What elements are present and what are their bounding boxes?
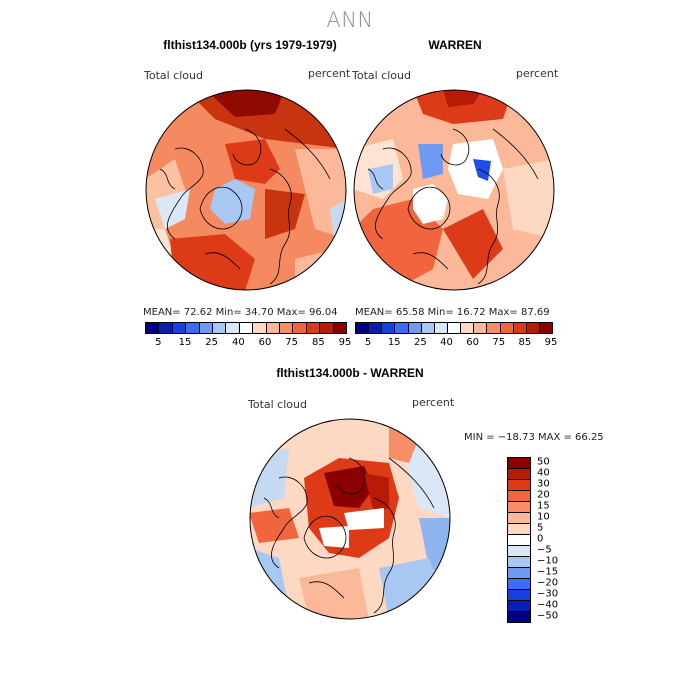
colorbar-swatch [395,323,409,333]
colorbar-swatch [306,323,321,333]
colorbar-swatch [508,546,530,557]
panel1-stats: MEAN= 72.62 Min= 34.70 Max= 96.04 [143,307,338,318]
panel3-minmax: MIN = −18.73 MAX = 66.25 [464,432,604,443]
colorbar-tick-label: 15 [178,337,192,348]
colorbar-swatch [487,323,501,333]
colorbar-swatch [266,323,281,333]
colorbar-tick-label: 5 [364,337,372,348]
colorbar-tick-label: 40 [537,467,550,479]
colorbar-swatch [293,323,307,333]
colorbar-swatch [526,323,540,333]
colorbar-swatch [474,323,488,333]
colorbar-swatch [508,513,530,524]
colorbar-swatch [253,323,267,333]
colorbar-swatch [369,323,383,333]
colorbar-swatch [226,323,240,333]
colorbar-tick-label: −20 [537,577,559,589]
panel3-title: flthist134.000b - WARREN [276,366,424,380]
colorbar-tick-label: 15 [537,500,550,512]
panel3-polar-map [249,418,451,620]
panel1-title: flthist134.000b (yrs 1979-1979) [163,38,337,52]
colorbar-tick-label: −40 [537,599,559,611]
colorbar-swatch [508,458,530,469]
colorbar-tick-label: 75 [492,337,506,348]
colorbar-swatch [333,323,347,333]
colorbar-swatch [508,568,530,579]
colorbar-tick-label: −10 [537,555,559,567]
panel2-polar-map [353,89,555,291]
colorbar-tick-label: 85 [518,337,532,348]
colorbar-tick-label: −15 [537,566,559,578]
colorbar-swatch [500,323,514,333]
colorbar-swatch [421,323,435,333]
colorbar-tick-label: −5 [537,544,552,556]
panel1-colorbar-ticks: 5 15 25 40 60 75 85 95 [145,337,351,351]
panel3-units-label: percent [412,396,455,409]
colorbar-swatch [239,323,254,333]
colorbar-tick-label: 40 [231,337,245,348]
colorbar-tick-label: −30 [537,588,559,600]
colorbar-swatch [539,323,553,333]
panel2-title: WARREN [428,38,482,52]
panel1-polar-map [145,89,347,291]
colorbar-tick-label: 40 [440,337,453,348]
colorbar-swatch [508,480,530,491]
colorbar-swatch [408,323,422,333]
panel1-units-label: percent [308,67,351,80]
panel3-variable-label: Total cloud [248,398,307,411]
colorbar-swatch [172,323,187,333]
colorbar-swatch [508,612,530,622]
colorbar-swatch [508,590,530,601]
colorbar-swatch [213,323,227,333]
colorbar-swatch [508,601,530,612]
colorbar-tick-label: −50 [537,610,559,622]
colorbar-tick-label: 5 [155,337,162,348]
panel1-variable-label: Total cloud [144,69,203,82]
panel2-stats: MEAN= 65.58 Min= 16.72 Max= 87.69 [355,307,550,318]
colorbar-tick-label: 25 [413,337,427,348]
colorbar-swatch [280,323,294,333]
colorbar-swatch [508,502,530,513]
panel3-colorbar [507,457,531,623]
colorbar-swatch [447,323,462,333]
colorbar-tick-label: 75 [285,337,299,348]
colorbar-tick-label: 15 [387,337,401,348]
panel2-colorbar [355,322,553,334]
colorbar-swatch [513,323,527,333]
panel3-colorbar-ticks: 50 40 30 20 15 10 5 0 −5 −10 −15 −20 −30 −40 −50 [537,457,577,621]
colorbar-swatch [461,323,475,333]
colorbar-tick-label: 20 [537,489,550,501]
colorbar-swatch [356,323,370,333]
colorbar-swatch [508,535,530,546]
colorbar-tick-label: 95 [338,337,352,348]
page-title: ANN [326,8,374,32]
colorbar-swatch [320,323,334,333]
colorbar-swatch [508,579,530,590]
colorbar-swatch [382,323,396,333]
colorbar-swatch [146,323,160,333]
colorbar-tick-label: 30 [537,478,550,490]
colorbar-swatch [186,323,200,333]
colorbar-tick-label: 5 [537,522,544,534]
colorbar-swatch [199,323,214,333]
colorbar-tick-label: 60 [258,337,272,348]
colorbar-swatch [508,469,530,480]
panel2-colorbar-ticks: 5 15 25 40 60 75 85 95 [355,337,557,351]
panel2-units-label: percent [516,67,559,80]
colorbar-tick-label: 85 [311,337,325,348]
colorbar-tick-label: 25 [205,337,219,348]
colorbar-tick-label: 95 [544,337,558,348]
colorbar-swatch [508,557,530,568]
colorbar-tick-label: 0 [537,533,544,545]
panel2-variable-label: Total cloud [352,69,411,82]
colorbar-swatch [159,323,173,333]
panel1-colorbar [145,322,347,334]
colorbar-swatch [508,524,530,535]
colorbar-tick-label: 60 [466,337,479,348]
colorbar-swatch [508,491,530,502]
colorbar-tick-label: 10 [537,511,550,523]
colorbar-swatch [434,323,448,333]
colorbar-tick-label: 50 [537,456,550,468]
